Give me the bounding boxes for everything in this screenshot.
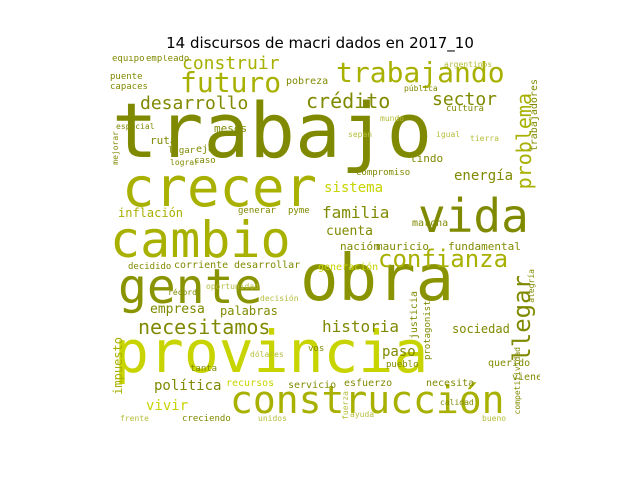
word-cloud: trabajo provincia obra crecer cambio gen…	[110, 55, 540, 429]
word-pobreza: pobreza	[286, 76, 329, 87]
word-futuro: futuro	[180, 66, 282, 99]
word-empresa: empresa	[150, 302, 205, 317]
word-empleado: empleado	[146, 55, 190, 64]
word-palabras: palabras	[220, 304, 278, 318]
word-eje: eje	[196, 144, 215, 155]
word-desarrollo: desarrollo	[140, 93, 249, 114]
word-recursos: recursos	[226, 378, 275, 389]
word-sector: sector	[432, 89, 498, 110]
word-bueno: bueno	[482, 414, 507, 423]
word-provincia: provincia	[114, 318, 429, 386]
word-protagonista: protagonista	[423, 295, 433, 361]
word-lindo: lindo	[410, 152, 444, 165]
word-credito: crédito	[306, 89, 391, 113]
word-cultura: cultura	[446, 104, 484, 114]
word-dolares: dólares	[250, 350, 284, 359]
word-ayuda: ayuda	[350, 410, 375, 419]
word-pueblo: pueblo	[386, 360, 419, 370]
word-calidad: calidad	[440, 398, 474, 407]
word-crecer: crecer	[122, 156, 318, 219]
word-sepan: sepan	[348, 130, 373, 139]
word-vivir: vivir	[146, 398, 189, 414]
word-trabajando: trabajando	[336, 56, 505, 89]
word-generacion: generación	[318, 262, 379, 273]
word-pyme: pyme	[288, 206, 310, 216]
word-unidos: unidos	[258, 414, 287, 423]
word-igual: igual	[436, 130, 461, 139]
word-gente: gente	[118, 259, 263, 315]
word-desarrollar: desarrollar	[234, 260, 301, 271]
word-tierra: tierra	[470, 134, 499, 143]
word-caso: caso	[194, 156, 216, 166]
word-compromiso: compromiso	[356, 168, 411, 178]
word-paso: paso	[382, 344, 416, 360]
word-justicia: justicia	[409, 291, 420, 340]
word-tanta: tanta	[190, 364, 218, 374]
word-equipo: equipo	[112, 55, 145, 64]
word-familia: familia	[322, 203, 390, 222]
word-cuenta: cuenta	[326, 224, 373, 239]
word-confianza: confianza	[378, 245, 509, 273]
word-servicio: servicio	[288, 380, 337, 391]
word-construccion: construcción	[230, 378, 505, 422]
word-puente: puente	[110, 72, 143, 82]
word-record: récord	[168, 288, 197, 297]
word-obra: obra	[300, 242, 455, 316]
word-corriente: corriente	[174, 260, 229, 271]
word-alegria: alegría	[527, 269, 536, 303]
word-impuesto: impuesto	[111, 337, 125, 395]
word-viene: viene	[512, 372, 540, 383]
chart-title: 14 discursos de macri dados en 2017_10	[166, 34, 474, 52]
word-energia: energía	[454, 168, 514, 184]
word-decidido: decidido	[128, 262, 172, 272]
word-capaces: capaces	[110, 82, 148, 92]
word-sociedad: sociedad	[452, 322, 510, 336]
word-sistema: sistema	[324, 180, 384, 196]
word-frente: frente	[120, 414, 149, 423]
word-especial: especial	[116, 122, 155, 131]
word-fuerza: fuerza	[341, 391, 350, 420]
word-publica: pública	[404, 84, 438, 93]
word-marcha: marcha	[412, 218, 449, 229]
word-oportunidad: oportunidad	[206, 282, 259, 291]
word-cambio: cambio	[110, 211, 291, 269]
word-meses: meses	[214, 122, 248, 135]
word-trabajadores: trabajadores	[529, 79, 540, 152]
word-nacion: nación	[340, 240, 380, 253]
word-politica: política	[154, 378, 222, 394]
word-creciendo: creciendo	[182, 414, 231, 424]
word-construir: construir	[182, 55, 280, 74]
word-mejorar: mejorar	[111, 131, 120, 165]
word-trabajo: trabajo	[112, 86, 433, 175]
word-ruta: ruta	[150, 134, 177, 147]
word-mundo: mundo	[380, 114, 405, 123]
word-vos: vos	[308, 344, 325, 354]
word-historia: historia	[322, 317, 400, 336]
word-lugar: lugar	[168, 146, 196, 156]
word-necesita: necesita	[426, 378, 475, 389]
word-necesitamos: necesitamos	[138, 315, 271, 339]
word-mauricio: mauricio	[376, 240, 429, 253]
word-lograr: lograr	[170, 158, 199, 167]
word-argentinos: argentinos	[444, 60, 493, 69]
word-fundamental: fundamental	[448, 240, 521, 253]
word-vida: vida	[418, 189, 529, 243]
word-decision: decisión	[260, 294, 299, 303]
word-esfuerzo: esfuerzo	[344, 378, 393, 389]
word-generar: generar	[238, 206, 276, 216]
word-inflacion: inflación	[118, 206, 184, 220]
word-querido: querido	[488, 358, 531, 369]
